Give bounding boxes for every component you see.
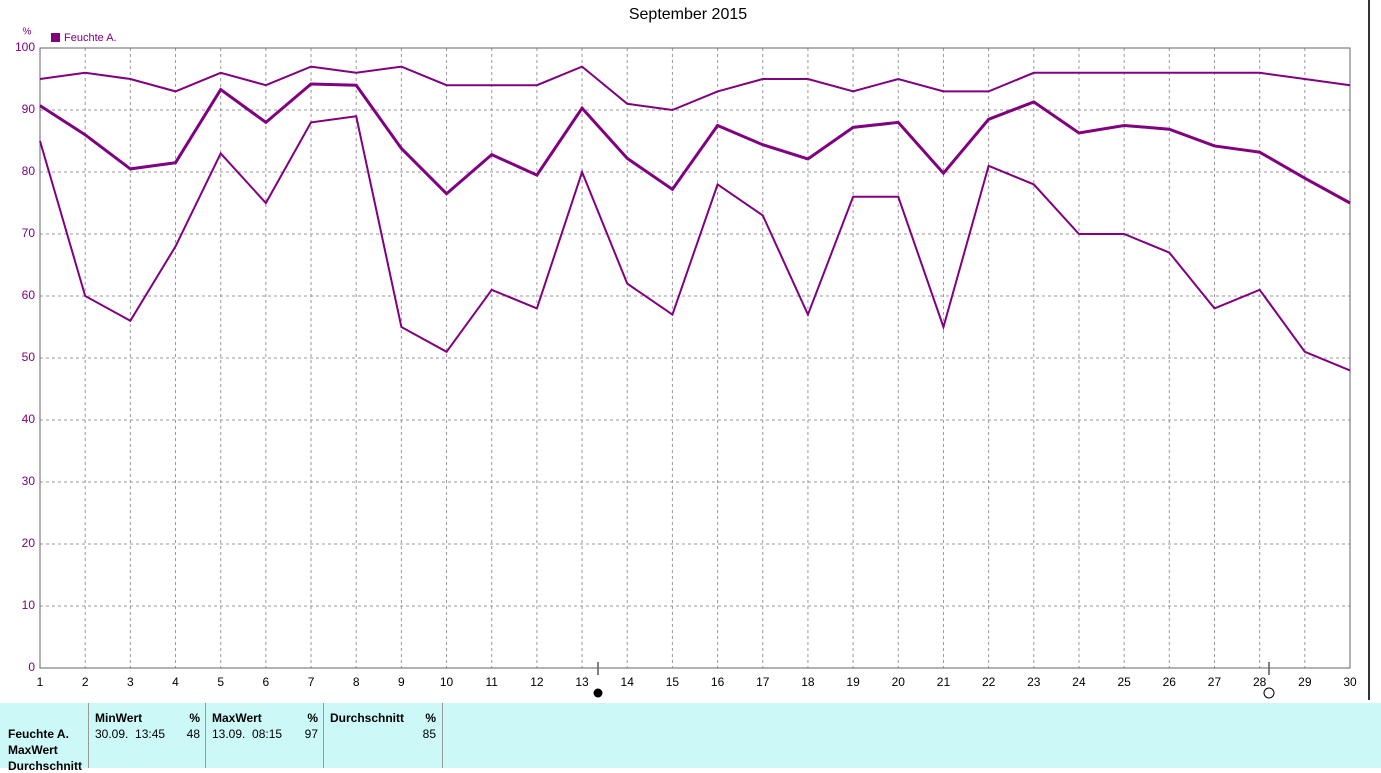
time: 30.09. 13:45 <box>95 727 166 741</box>
column-header: MaxWert <box>212 711 262 725</box>
x-tick-label: 14 <box>621 675 635 689</box>
x-tick-label: 21 <box>937 675 951 689</box>
x-tick-label: 22 <box>982 675 996 689</box>
y-tick-label: 80 <box>22 164 36 178</box>
column: Durchschnitt % 85 <box>323 703 443 768</box>
x-tick-label: 9 <box>398 675 405 689</box>
x-tick-label: 26 <box>1163 675 1177 689</box>
x-tick-label: 19 <box>846 675 860 689</box>
y-tick-label: 70 <box>22 226 36 240</box>
chart-title: September 2015 <box>629 6 747 23</box>
column-header: Durchschnitt <box>330 711 405 725</box>
row-label: Durchschnitt <box>8 759 83 773</box>
y-tick-label: 60 <box>22 288 36 302</box>
value: 48 <box>186 727 200 741</box>
x-tick-label: 1 <box>37 675 44 689</box>
x-tick-label: 8 <box>353 675 360 689</box>
value: 85 <box>422 727 436 741</box>
x-tick-label: 12 <box>530 675 544 689</box>
chart: September 2015 % Feuchte A. 0 10 20 30 40 50 6… <box>15 0 1370 700</box>
y-tick-label: 10 <box>22 598 36 612</box>
x-tick-label: 28 <box>1253 675 1267 689</box>
x-tick-label: 29 <box>1298 675 1312 689</box>
new-moon-icon <box>1263 687 1275 699</box>
x-tick-label: 4 <box>172 675 179 689</box>
x-tick-label: 7 <box>308 675 315 689</box>
x-tick-label: 13 <box>575 675 589 689</box>
column-unit: % <box>425 711 436 725</box>
column-unit: % <box>189 711 200 725</box>
x-tick-label: 17 <box>756 675 770 689</box>
x-tick-label: 25 <box>1117 675 1131 689</box>
x-tick-label: 6 <box>263 675 270 689</box>
y-tick-label: 40 <box>22 412 36 426</box>
legend-swatch <box>51 33 60 42</box>
x-tick-label: 2 <box>82 675 89 689</box>
x-tick-label: 20 <box>892 675 906 689</box>
x-tick-label: 23 <box>1027 675 1041 689</box>
column-header: MinWert <box>95 711 143 725</box>
x-tick-label: 24 <box>1072 675 1086 689</box>
x-tick-label: 30 <box>1343 675 1357 689</box>
x-tick-label: 15 <box>666 675 680 689</box>
column: MinWert % 30.09. 13:45 48 <box>88 703 206 768</box>
legend-label: Feuchte A. <box>64 32 117 44</box>
x-tick-label: 10 <box>440 675 454 689</box>
plot-frame <box>39 47 1351 669</box>
summary-panel: Feuchte A. MaxWert Durchschnitt MinWert … <box>0 703 1381 773</box>
value: 97 <box>304 727 318 741</box>
x-tick-label: 3 <box>127 675 134 689</box>
x-tick-label: 27 <box>1208 675 1222 689</box>
x-tick-label: 16 <box>711 675 725 689</box>
series-line <box>39 65 1351 112</box>
column-unit: % <box>307 711 318 725</box>
y-tick-label: 30 <box>22 474 36 488</box>
full-moon-icon <box>593 688 603 698</box>
y-tick-label: 0 <box>28 660 35 674</box>
column: MaxWert % 13.09. 08:15 97 <box>205 703 324 768</box>
row-label: MaxWert <box>8 743 58 757</box>
x-tick-label: 5 <box>217 675 224 689</box>
y-tick-label: 50 <box>22 350 36 364</box>
y-tick-label: 90 <box>22 102 36 116</box>
y-tick-label: 100 <box>15 40 35 54</box>
series-line <box>39 82 1351 205</box>
y-tick-label: 20 <box>22 536 36 550</box>
x-tick-label: 18 <box>801 675 815 689</box>
y-axis-label: % <box>23 27 32 38</box>
series-line <box>39 115 1351 372</box>
x-tick-label: 11 <box>485 675 498 689</box>
time: 13.09. 08:15 <box>212 727 283 741</box>
row-label: Feuchte A. <box>8 727 69 741</box>
